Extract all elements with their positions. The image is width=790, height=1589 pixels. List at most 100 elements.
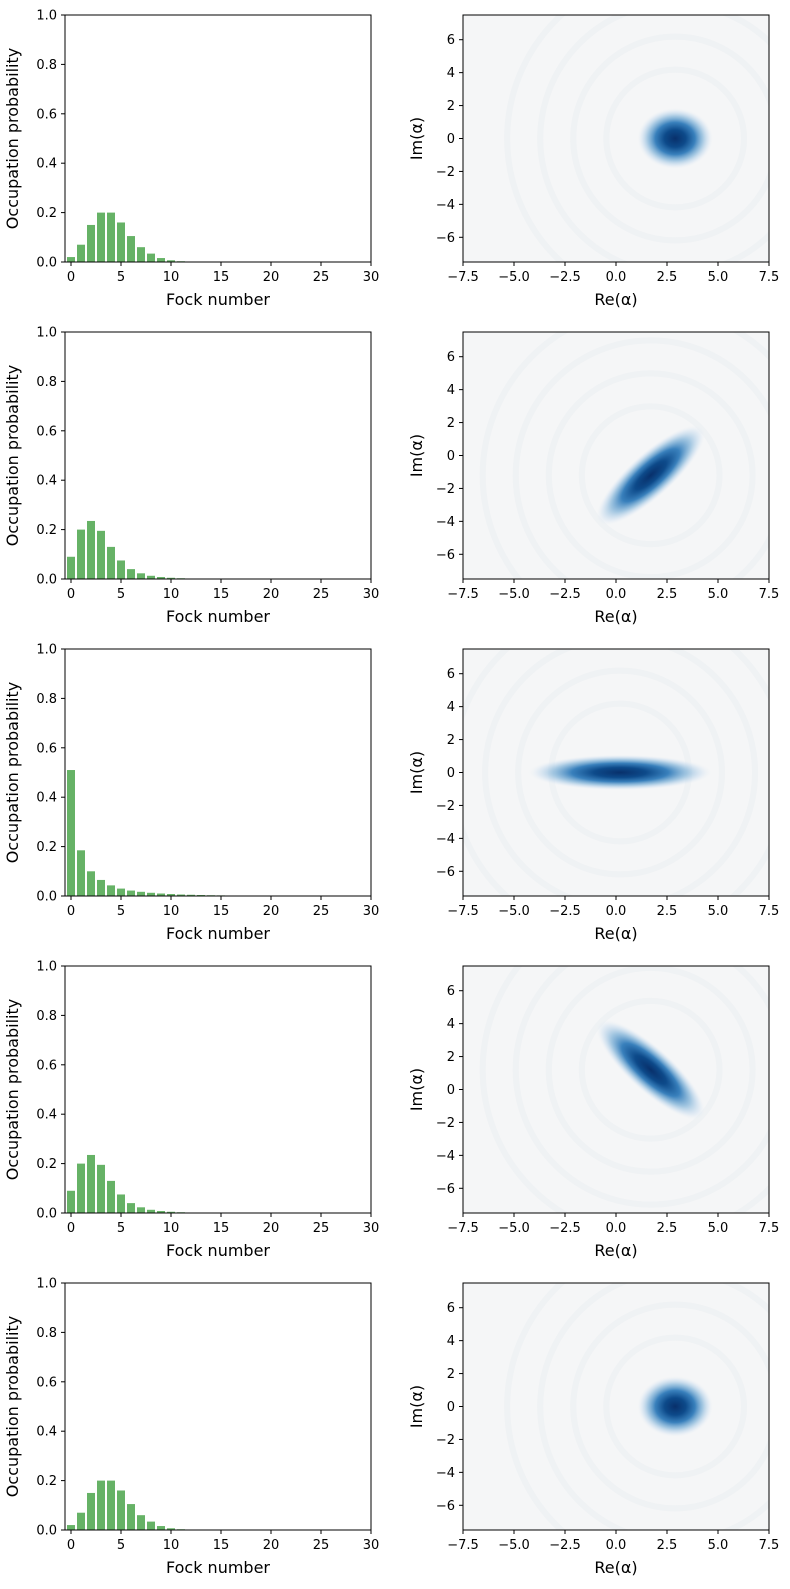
- bar: [117, 1490, 125, 1530]
- x-tick-label: −7.5: [447, 904, 479, 919]
- y-tick-label: 1.0: [36, 1277, 57, 1292]
- bar: [127, 236, 135, 262]
- bar: [77, 244, 85, 262]
- wigner-peak: [595, 424, 706, 526]
- wigner-heatmap: −7.5 −5.0 −2.5 0.0 2.5 5.0 7.5 −6 −4 −2 0 2 4 6 Re(α) I…: [407, 14, 779, 309]
- interference-ring: [504, 1283, 566, 1530]
- x-tick-label: 15: [213, 587, 230, 602]
- y-tick-label: 1.0: [36, 326, 57, 341]
- x-tick-label: 25: [313, 1538, 330, 1553]
- interference-ring: [545, 370, 756, 579]
- y-tick-label: 0.8: [36, 1326, 57, 1341]
- y-tick-label: 6: [447, 1301, 455, 1316]
- interference-ring: [570, 33, 769, 244]
- axes-frame: [462, 648, 770, 897]
- bar: [97, 1164, 105, 1213]
- x-tick-label: 5.0: [708, 1538, 729, 1553]
- y-tick-label: 0.2: [36, 1157, 57, 1172]
- x-tick-label: 20: [263, 904, 280, 919]
- bar: [167, 1528, 175, 1530]
- axes-frame: [64, 965, 372, 1214]
- x-tick-label: 15: [213, 1221, 230, 1236]
- x-tick-label: 0: [67, 904, 75, 919]
- x-tick-label: 7.5: [759, 1221, 780, 1236]
- x-tick-label: 25: [313, 270, 330, 285]
- bar: [67, 556, 75, 579]
- bar: [137, 1515, 145, 1530]
- y-tick-label: −6: [436, 231, 455, 246]
- x-tick-label: 30: [363, 270, 380, 285]
- x-tick-label: 20: [263, 1538, 280, 1553]
- fock-bar-chart: 0 5 10 15 20 25 30 0.0 0.2 0.4 0.6 0.8 1.0 Fock numbe…: [3, 643, 379, 944]
- bar: [97, 879, 105, 896]
- x-tick-label: 20: [263, 270, 280, 285]
- y-tick-label: 6: [447, 984, 455, 999]
- x-tick-label: −2.5: [549, 1221, 581, 1236]
- y-axis-label: Occupation probability: [3, 365, 22, 546]
- x-tick-label: −2.5: [549, 1538, 581, 1553]
- y-tick-label: 0.6: [36, 1058, 57, 1073]
- x-tick-label: −7.5: [447, 1221, 479, 1236]
- bar: [167, 577, 175, 579]
- x-tick-label: 30: [363, 904, 380, 919]
- bar: [87, 871, 95, 896]
- axes-frame: [64, 14, 372, 263]
- fock-bar-chart: 0 5 10 15 20 25 30 0.0 0.2 0.4 0.6 0.8 1.0 Fock numbe…: [3, 326, 379, 627]
- y-axis-label: Occupation probability: [3, 999, 22, 1180]
- x-tick-label: 5.0: [708, 587, 729, 602]
- x-tick-label: −7.5: [447, 587, 479, 602]
- x-tick-label: 25: [313, 904, 330, 919]
- y-tick-label: 4: [447, 66, 455, 81]
- x-tick-label: −5.0: [498, 1221, 530, 1236]
- x-axis-label: Re(α): [594, 1241, 637, 1260]
- bar: [117, 560, 125, 579]
- fock-bar-chart: 0 5 10 15 20 25 30 0.0 0.2 0.4 0.6 0.8 1.0 Fock numbe…: [3, 1277, 379, 1578]
- bar: [157, 1211, 165, 1213]
- x-axis-label: Fock number: [166, 607, 270, 626]
- bar: [137, 891, 145, 896]
- bar: [77, 1512, 85, 1530]
- x-tick-label: 2.5: [657, 270, 678, 285]
- x-tick-label: 5.0: [708, 270, 729, 285]
- axes-frame: [462, 1282, 770, 1531]
- bar: [77, 1163, 85, 1213]
- bar: [117, 1194, 125, 1213]
- bar: [147, 892, 155, 896]
- bar: [137, 573, 145, 579]
- x-axis-label: Fock number: [166, 1558, 270, 1577]
- y-tick-label: 4: [447, 1334, 455, 1349]
- interference-ring: [537, 15, 769, 262]
- y-tick-label: 0.8: [36, 1009, 57, 1024]
- x-axis-label: Re(α): [594, 924, 637, 943]
- y-tick-label: 4: [447, 700, 455, 715]
- x-tick-label: 0: [67, 1538, 75, 1553]
- y-tick-label: −4: [436, 198, 455, 213]
- x-tick-label: 7.5: [759, 904, 780, 919]
- bar: [157, 577, 165, 579]
- y-tick-label: 0.8: [36, 58, 57, 73]
- x-tick-label: 25: [313, 587, 330, 602]
- y-tick-label: 0.6: [36, 1375, 57, 1390]
- axes-frame: [462, 965, 770, 1214]
- x-tick-label: 7.5: [759, 587, 780, 602]
- y-tick-label: 0: [447, 766, 455, 781]
- bar: [97, 1480, 105, 1530]
- x-tick-label: 5: [117, 270, 125, 285]
- axes-frame: [64, 331, 372, 580]
- x-axis-label: Fock number: [166, 290, 270, 309]
- x-tick-label: 2.5: [657, 1221, 678, 1236]
- bar: [147, 1521, 155, 1530]
- y-tick-label: 0.2: [36, 206, 57, 221]
- y-axis-label: Occupation probability: [3, 48, 22, 229]
- interference-ring: [512, 966, 769, 1208]
- wigner-heatmap: −7.5 −5.0 −2.5 0.0 2.5 5.0 7.5 −6 −4 −2 0 2 4 6 Re(α) I…: [407, 1282, 779, 1577]
- x-tick-label: 0.0: [606, 587, 627, 602]
- x-tick-label: 5.0: [708, 904, 729, 919]
- bar: [127, 569, 135, 579]
- y-tick-label: 0.0: [36, 573, 57, 588]
- interference-ring: [482, 649, 758, 896]
- y-tick-label: 6: [447, 667, 455, 682]
- y-tick-label: 0.6: [36, 107, 57, 122]
- bar: [127, 1504, 135, 1530]
